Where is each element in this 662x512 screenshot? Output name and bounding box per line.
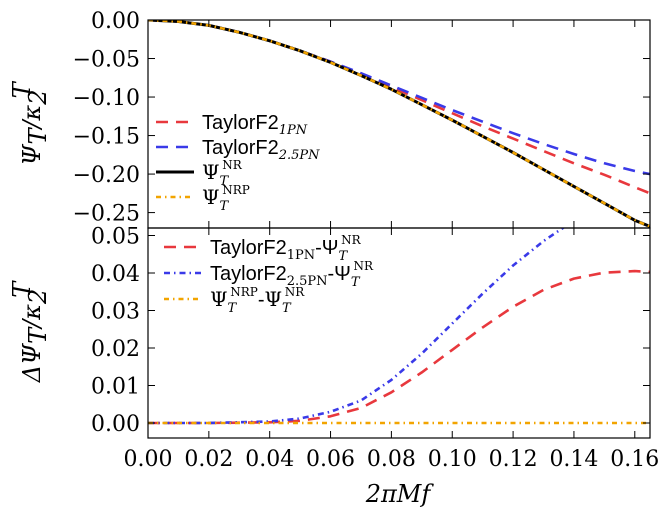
bottom-plot-frame bbox=[147, 227, 651, 439]
xtick-label: 0.06 bbox=[306, 447, 355, 472]
bottom-ytick-label: 0.05 bbox=[91, 225, 140, 250]
xtick-label: 0.14 bbox=[549, 447, 598, 472]
bottom-ytick-label: 0.01 bbox=[91, 375, 140, 400]
top-panel: 0.00 −0.05 −0.10 −0.15 −0.20 −0.25 ΨT/κ2T Tay… bbox=[8, 9, 651, 229]
xtick-label: 0.04 bbox=[245, 447, 294, 472]
bottom-ytick-label: 0.02 bbox=[91, 337, 140, 362]
top-ytick-label: −0.15 bbox=[73, 125, 140, 150]
top-y-axis-label: ΨT/κ2T bbox=[8, 80, 52, 165]
top-legend-label: TaylorF22.5PN bbox=[202, 137, 320, 163]
bottom-y-axis-label: ΔΨT/κ2T bbox=[8, 280, 52, 384]
bottom-ytick-label: 0.03 bbox=[91, 300, 140, 325]
bottom-legend-label: TaylorF21PN-ΨTNR bbox=[210, 233, 362, 264]
top-ytick-label: 0.00 bbox=[91, 9, 140, 34]
bottom-series-line-0 bbox=[148, 269, 650, 425]
bottom-panel: 0.00 0.01 0.02 0.03 0.04 0.05 0.00 0.02 0.04 0.0… bbox=[8, 20, 659, 508]
bottom-legend-label: TaylorF22.5PN-ΨTNR bbox=[210, 259, 374, 290]
bottom-ytick-label: 0.00 bbox=[91, 412, 140, 437]
top-ytick-label: −0.05 bbox=[73, 48, 140, 73]
top-legend-label: ΨTNRP bbox=[202, 183, 250, 214]
xtick-label: 0.10 bbox=[428, 447, 477, 472]
xtick-label: 0.12 bbox=[489, 447, 538, 472]
top-legend-label: ΨTNR bbox=[202, 158, 243, 189]
x-axis-label: 2πMf bbox=[365, 480, 435, 508]
top-ytick-label: −0.10 bbox=[73, 86, 140, 111]
top-ytick-label: −0.25 bbox=[73, 202, 140, 227]
xtick-label: 0.00 bbox=[124, 447, 173, 472]
bottom-series-line-1 bbox=[148, 228, 566, 425]
bottom-ytick-label: 0.04 bbox=[91, 262, 140, 287]
bottom-legend: TaylorF21PN-ΨTNRTaylorF22.5PN-ΨTNRΨTNRP-… bbox=[164, 233, 374, 316]
top-series-line-3 bbox=[148, 20, 650, 228]
bottom-legend-label: ΨTNRP-ΨTNR bbox=[210, 285, 305, 316]
xtick-label: 0.02 bbox=[184, 447, 233, 472]
top-ytick-label: −0.20 bbox=[73, 163, 140, 188]
xtick-label: 0.16 bbox=[610, 447, 659, 472]
top-legend-label: TaylorF21PN bbox=[202, 112, 308, 138]
xtick-label: 0.08 bbox=[367, 447, 416, 472]
